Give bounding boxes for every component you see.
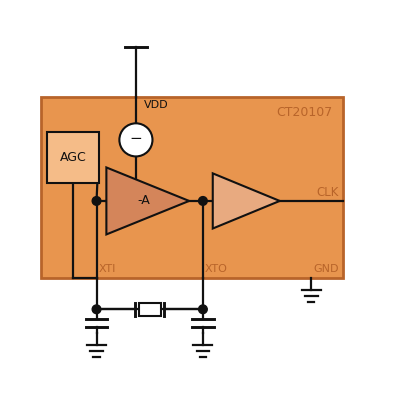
Circle shape <box>92 197 101 205</box>
Bar <box>47 132 98 183</box>
Bar <box>139 303 160 316</box>
Circle shape <box>92 305 101 314</box>
Text: AGC: AGC <box>59 151 86 164</box>
Bar <box>41 97 343 278</box>
Text: VDD: VDD <box>144 100 169 110</box>
Circle shape <box>199 197 207 205</box>
Text: CLK: CLK <box>316 186 339 199</box>
Text: XTI: XTI <box>98 264 116 274</box>
Text: -A: -A <box>138 195 150 207</box>
Text: CT20107: CT20107 <box>277 106 333 119</box>
Circle shape <box>119 123 152 156</box>
Text: GND: GND <box>313 264 339 274</box>
Polygon shape <box>106 167 189 234</box>
Circle shape <box>199 305 207 314</box>
Polygon shape <box>213 173 280 229</box>
Text: XTO: XTO <box>205 264 228 274</box>
Text: −: − <box>130 131 142 146</box>
